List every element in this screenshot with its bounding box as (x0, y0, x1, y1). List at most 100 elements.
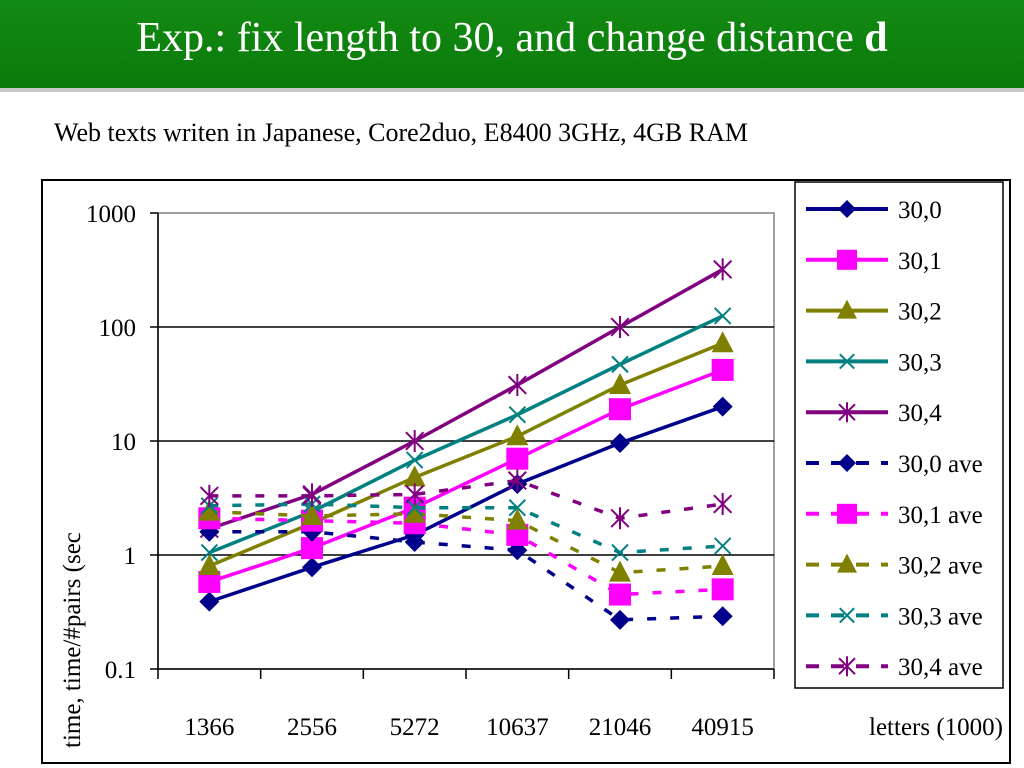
legend-item: 30,4 ave (806, 654, 983, 681)
point-marker (405, 430, 425, 452)
series-line (208, 267, 724, 531)
point-marker (839, 607, 855, 624)
legend-item: 30,1 ave (806, 502, 983, 529)
point-marker (301, 537, 323, 560)
series-line (209, 502, 723, 555)
point-marker (405, 483, 425, 506)
legend-label: 30,4 (898, 400, 942, 427)
point-marker (508, 498, 527, 517)
legend-item: 30,1 (806, 248, 942, 275)
point-marker (610, 609, 630, 630)
point-marker (713, 493, 733, 516)
point-marker (839, 353, 855, 370)
point-marker (609, 398, 631, 421)
legend-item: 30,0 (806, 197, 942, 224)
series-line (208, 341, 724, 568)
x-axis-title: letters (1000) (869, 714, 1003, 741)
legend-item: 30,3 (806, 349, 942, 376)
point-marker (403, 501, 426, 523)
legend-item: 30,2 (806, 299, 942, 326)
y-tick-label: 10 (111, 429, 136, 456)
point-marker (837, 553, 857, 573)
slide-title: Exp.: fix length to 30, and change dista… (0, 14, 1024, 62)
point-marker (711, 358, 734, 381)
legend-label: 30,1 (898, 248, 942, 275)
point-marker (837, 299, 857, 319)
grid-lines (158, 326, 774, 556)
series-30-4-ave (199, 469, 733, 530)
series-line (209, 516, 723, 597)
legend-label: 30,1 ave (898, 502, 983, 529)
point-marker (610, 507, 630, 530)
point-marker (838, 402, 856, 423)
point-marker (506, 424, 529, 446)
legend-label: 30,2 ave (898, 553, 983, 580)
point-marker (609, 583, 631, 606)
legend-label: 30,0 (898, 197, 942, 224)
point-marker (712, 396, 733, 417)
point-marker (302, 484, 322, 507)
point-marker (609, 372, 631, 394)
point-marker (713, 537, 732, 555)
x-tick-label: 5272 (390, 714, 440, 741)
series-30-2-ave (198, 499, 734, 582)
y-tick-label: 1000 (86, 201, 136, 228)
axes: 0.1 1 10 100 1000 1366 2556 5272 10637 21046 40915 (86, 201, 775, 741)
x-tick-label: 1366 (184, 714, 234, 741)
series-line (209, 529, 723, 622)
point-marker (199, 484, 219, 507)
point-marker (711, 331, 734, 353)
point-marker (301, 503, 323, 525)
slide-subtitle: Web texts writen in Japanese, Core2duo, … (54, 118, 749, 147)
series-line (209, 509, 723, 575)
point-marker (404, 532, 425, 553)
series-line (208, 314, 724, 555)
slide-title-main: Exp.: fix length to 30, and change dista… (136, 15, 865, 61)
point-marker (610, 316, 630, 338)
series-line (208, 368, 724, 584)
legend-item: 30,2 ave (806, 553, 983, 580)
point-marker (838, 656, 856, 677)
point-marker (198, 554, 221, 576)
legend-item: 30,0 ave (806, 451, 983, 478)
x-tick-label: 40915 (691, 714, 754, 741)
legend-item: 30,3 ave (806, 603, 983, 630)
slide-title-bold: d (864, 15, 888, 61)
point-marker (713, 258, 733, 281)
legend-item: 30,4 (806, 400, 942, 427)
point-marker (609, 560, 631, 582)
point-marker (198, 570, 221, 593)
point-marker (198, 499, 221, 521)
point-marker (507, 469, 527, 492)
point-marker (199, 591, 220, 612)
point-marker (711, 578, 734, 601)
legend-label: 30,3 ave (898, 603, 983, 630)
y-tick-label: 0.1 (105, 657, 136, 684)
point-marker (405, 498, 424, 517)
series-layer (198, 258, 734, 630)
point-marker (611, 543, 629, 562)
series-line (209, 478, 723, 521)
legend-label: 30,0 ave (898, 451, 983, 478)
x-tick-label: 2556 (287, 714, 337, 741)
point-marker (403, 465, 426, 487)
point-marker (611, 355, 629, 374)
point-marker (711, 554, 734, 576)
legend-label: 30,3 (898, 349, 942, 376)
point-marker (200, 543, 219, 562)
point-marker (610, 433, 630, 454)
point-marker (838, 454, 856, 472)
point-marker (713, 307, 732, 325)
y-tick-label: 1 (124, 543, 137, 570)
x-tick-label: 10637 (486, 714, 549, 741)
point-marker (506, 447, 529, 470)
point-marker (302, 557, 322, 578)
legend-label: 30,2 (898, 299, 942, 326)
legend-label: 30,4 ave (898, 654, 983, 681)
point-marker (712, 606, 733, 627)
point-marker (508, 406, 527, 424)
point-marker (405, 451, 424, 469)
y-axis-title: time, time/#pairs (sec (59, 532, 86, 748)
point-marker (837, 503, 857, 524)
